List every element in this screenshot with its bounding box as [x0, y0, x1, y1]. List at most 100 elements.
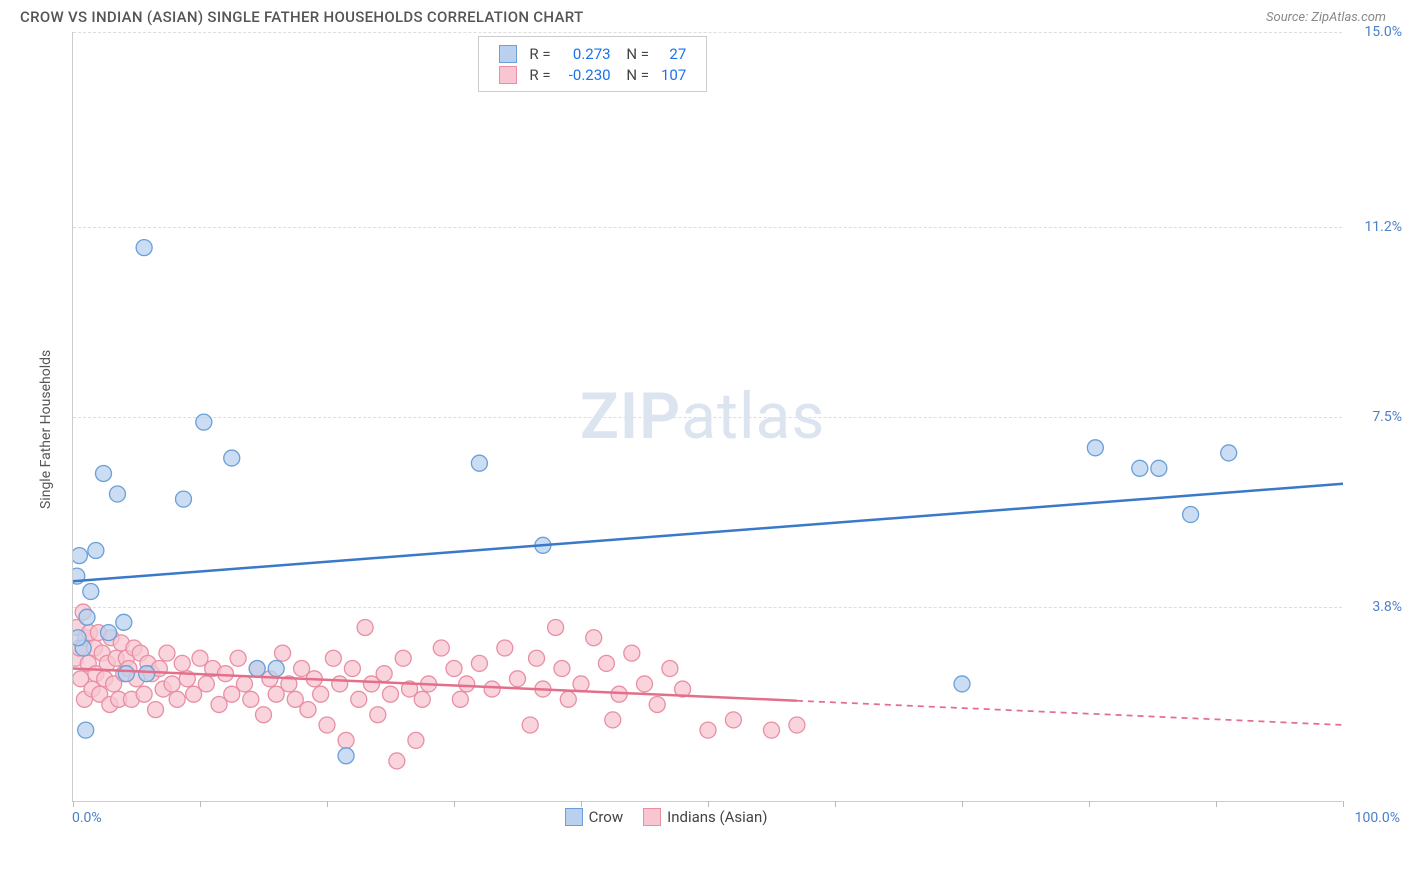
- data-point: [389, 753, 405, 769]
- data-point: [224, 450, 240, 466]
- data-point: [351, 691, 367, 707]
- data-point: [383, 686, 399, 702]
- data-point: [637, 676, 653, 692]
- data-point: [73, 548, 87, 564]
- data-point: [357, 619, 373, 635]
- scatter-svg: [73, 32, 1343, 802]
- data-point: [118, 666, 134, 682]
- y-tick-label: 11.2%: [1364, 219, 1402, 235]
- n-label: N =: [617, 64, 655, 85]
- data-point: [344, 661, 360, 677]
- data-point: [1183, 507, 1199, 523]
- r-label: R =: [523, 64, 556, 85]
- data-point: [79, 609, 95, 625]
- data-point: [230, 650, 246, 666]
- data-point: [175, 491, 191, 507]
- r-label: R =: [523, 43, 556, 64]
- data-point: [376, 666, 392, 682]
- data-point: [164, 676, 180, 692]
- legend-label: Crow: [589, 808, 624, 826]
- data-point: [148, 702, 164, 718]
- data-point: [433, 640, 449, 656]
- data-point: [83, 584, 99, 600]
- data-point: [586, 630, 602, 646]
- x-max-label: 100.0%: [1355, 810, 1400, 826]
- data-point: [243, 691, 259, 707]
- data-point: [598, 655, 614, 671]
- data-point: [73, 630, 86, 646]
- data-point: [529, 650, 545, 666]
- data-point: [471, 655, 487, 671]
- data-point: [459, 676, 475, 692]
- data-point: [198, 676, 214, 692]
- data-point: [662, 661, 678, 677]
- data-point: [497, 640, 513, 656]
- data-point: [136, 686, 152, 702]
- data-point: [101, 625, 117, 641]
- data-point: [700, 722, 716, 738]
- data-point: [471, 455, 487, 471]
- data-point: [338, 732, 354, 748]
- n-value: 27: [655, 43, 692, 64]
- plot-area: 3.8%7.5%11.2%15.0%: [72, 32, 1342, 802]
- data-point: [573, 676, 589, 692]
- data-point: [446, 661, 462, 677]
- series-legend: Crow Indians (Asian): [555, 808, 778, 830]
- data-point: [789, 717, 805, 733]
- chart-title: CROW VS INDIAN (ASIAN) SINGLE FATHER HOU…: [20, 8, 583, 26]
- data-point: [332, 676, 348, 692]
- data-point: [725, 712, 741, 728]
- data-point: [159, 645, 175, 661]
- data-point: [370, 707, 386, 723]
- data-point: [605, 712, 621, 728]
- legend-swatch: [643, 808, 661, 826]
- x-min-label: 0.0%: [72, 810, 102, 826]
- data-point: [217, 666, 233, 682]
- correlation-legend: R =0.273 N =27 R =-0.230 N =107: [478, 36, 707, 92]
- data-point: [510, 671, 526, 687]
- data-point: [624, 645, 640, 661]
- data-point: [275, 645, 291, 661]
- data-point: [249, 661, 265, 677]
- x-tick: [1343, 801, 1344, 807]
- n-value: 107: [655, 64, 692, 85]
- data-point: [764, 722, 780, 738]
- data-point: [109, 486, 125, 502]
- data-point: [954, 676, 970, 692]
- y-tick-label: 7.5%: [1372, 409, 1402, 425]
- data-point: [1221, 445, 1237, 461]
- data-point: [196, 414, 212, 430]
- data-point: [319, 717, 335, 733]
- data-point: [408, 732, 424, 748]
- data-point: [560, 691, 576, 707]
- source-label: Source: ZipAtlas.com: [1266, 10, 1386, 25]
- trend-line: [73, 484, 1343, 582]
- legend-item: Indians (Asian): [643, 808, 767, 826]
- data-point: [169, 691, 185, 707]
- chart-header: CROW VS INDIAN (ASIAN) SINGLE FATHER HOU…: [0, 0, 1406, 32]
- data-point: [174, 655, 190, 671]
- data-point: [452, 691, 468, 707]
- y-axis-label: Single Father Households: [38, 350, 54, 509]
- data-point: [395, 650, 411, 666]
- data-point: [88, 542, 104, 558]
- data-point: [414, 691, 430, 707]
- legend-swatch: [499, 66, 517, 84]
- data-point: [95, 465, 111, 481]
- legend-swatch: [565, 808, 583, 826]
- data-point: [236, 676, 252, 692]
- data-point: [338, 748, 354, 764]
- chart-container: 3.8%7.5%11.2%15.0% Single Father Househol…: [20, 32, 1406, 862]
- y-tick-label: 3.8%: [1372, 599, 1402, 615]
- r-value: -0.230: [557, 64, 617, 85]
- data-point: [268, 661, 284, 677]
- data-point: [325, 650, 341, 666]
- data-point: [1132, 460, 1148, 476]
- y-tick-label: 15.0%: [1364, 24, 1402, 40]
- data-point: [256, 707, 272, 723]
- data-point: [1151, 460, 1167, 476]
- r-value: 0.273: [557, 43, 617, 64]
- data-point: [300, 702, 316, 718]
- n-label: N =: [617, 43, 655, 64]
- data-point: [313, 686, 329, 702]
